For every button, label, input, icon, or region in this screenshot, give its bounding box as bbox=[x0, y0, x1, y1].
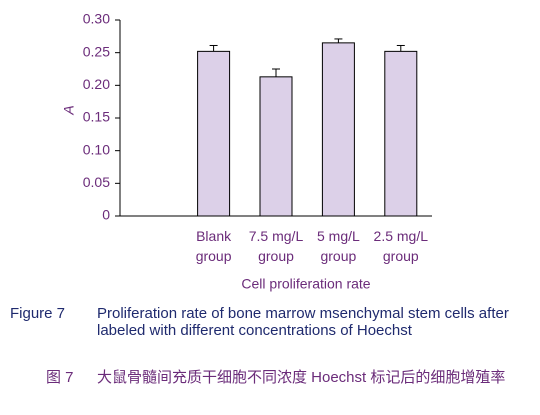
chart: A Cell proliferation rate 0 0.05 0.10 0.15 0… bbox=[61, 11, 432, 292]
y-tick-label: 0.20 bbox=[83, 76, 110, 92]
y-tick-label: 0.30 bbox=[83, 11, 110, 27]
y-tick-label: 0.10 bbox=[83, 141, 110, 157]
bar bbox=[197, 50, 231, 217]
y-tick-label: 0.05 bbox=[83, 174, 110, 190]
bar bbox=[321, 42, 355, 217]
caption-label-zh: 图 7 bbox=[46, 369, 74, 386]
y-tick-label: 0.15 bbox=[83, 109, 110, 125]
y-axis-label: A bbox=[61, 105, 77, 115]
bar bbox=[259, 76, 293, 217]
caption-text: Proliferation rate of bone marrow msench… bbox=[97, 305, 509, 339]
x-tick-label: Blank group bbox=[195, 228, 232, 264]
caption-label: Figure 7 bbox=[10, 305, 66, 322]
y-tick-label: 0 bbox=[102, 207, 110, 223]
x-axis-label: Cell proliferation rate bbox=[241, 276, 370, 292]
x-tick-label: 5 mg/L group bbox=[316, 228, 360, 264]
bar bbox=[384, 50, 418, 217]
y-tick-label: 0.25 bbox=[83, 43, 110, 59]
x-tick-label: 7.5 mg/L group bbox=[248, 228, 304, 264]
caption-text-zh: 大鼠骨髓间充质干细胞不同浓度 Hoechst 标记后的细胞增殖率 bbox=[97, 369, 506, 386]
x-tick-label: 2.5 mg/L group bbox=[373, 228, 429, 264]
